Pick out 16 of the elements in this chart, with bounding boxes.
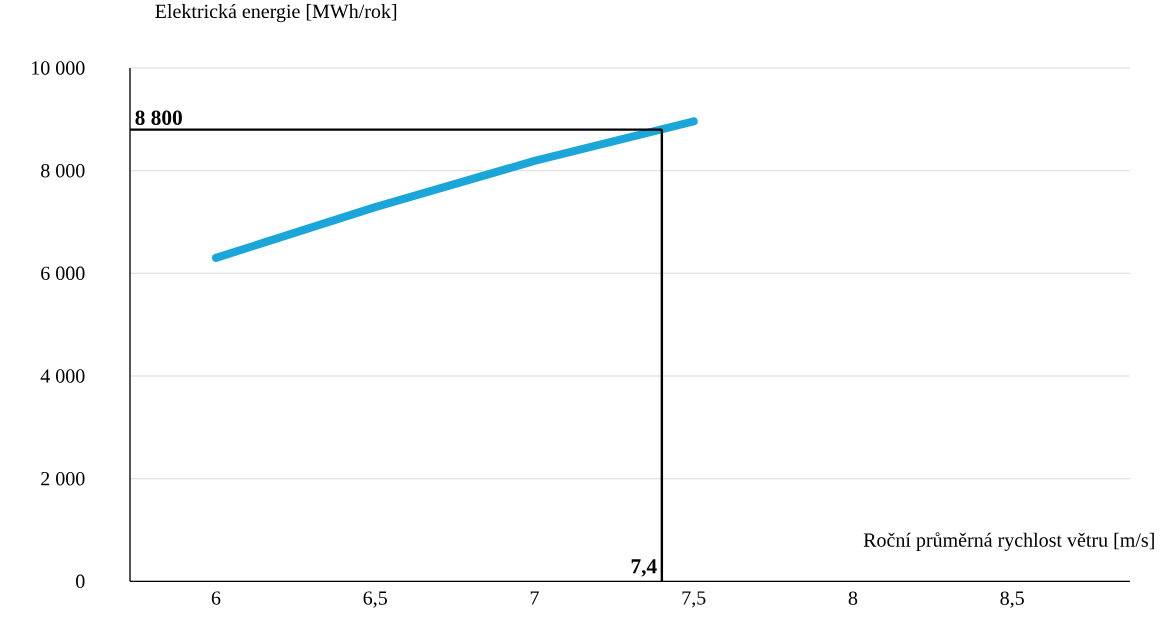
y-tick-label: 8 000 [41,163,85,178]
x-axis-title: Roční průměrná rychlost větru [m/s] [863,532,1154,551]
y-tick-label: 4 000 [40,369,85,383]
y-axis-title: Elektrická energie [MWh/rok] [155,3,397,23]
x-tick-label: 7 [530,591,539,605]
x-tick-label: 8,5 [1000,591,1024,608]
y-tick-label: 2 000 [41,471,85,486]
y-tick-label: 0 [76,574,85,589]
y-tick-label: 10 000 [32,61,85,75]
ref-line-label: 7,4 [631,559,657,577]
ref-line-label: 8 800 [135,110,182,125]
x-tick-label: 6,5 [363,591,387,608]
y-tick-label: 6 000 [41,266,85,281]
x-tick-label: 7,5 [682,591,706,608]
x-tick-label: 8 [848,591,858,605]
x-tick-label: 6 [211,591,221,605]
